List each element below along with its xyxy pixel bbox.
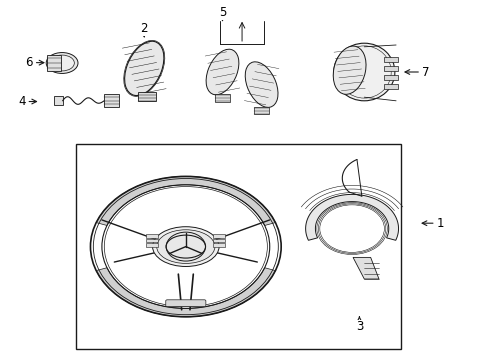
Bar xyxy=(383,57,397,62)
Polygon shape xyxy=(305,194,398,240)
Bar xyxy=(215,94,229,102)
Bar xyxy=(145,234,157,238)
Ellipse shape xyxy=(50,55,74,71)
Text: 4: 4 xyxy=(18,95,37,108)
Ellipse shape xyxy=(46,53,78,73)
FancyBboxPatch shape xyxy=(165,300,205,307)
Bar xyxy=(145,243,157,247)
Polygon shape xyxy=(96,268,275,317)
Bar xyxy=(104,94,119,107)
Ellipse shape xyxy=(124,41,163,95)
Bar xyxy=(383,84,397,89)
Ellipse shape xyxy=(244,62,278,107)
Text: 3: 3 xyxy=(355,317,363,333)
Text: 1: 1 xyxy=(421,217,443,230)
Bar xyxy=(54,96,62,105)
Bar xyxy=(145,239,157,242)
Bar xyxy=(138,92,155,101)
Bar xyxy=(383,75,397,80)
Polygon shape xyxy=(96,176,275,225)
Bar xyxy=(76,144,400,349)
Ellipse shape xyxy=(332,46,366,94)
Text: 5: 5 xyxy=(218,6,226,21)
Ellipse shape xyxy=(152,227,219,266)
Bar xyxy=(213,234,224,238)
Text: 7: 7 xyxy=(404,66,428,78)
Bar xyxy=(254,107,268,114)
Text: 6: 6 xyxy=(25,56,44,69)
Bar xyxy=(213,239,224,242)
Bar xyxy=(47,55,61,71)
Ellipse shape xyxy=(333,43,394,101)
Ellipse shape xyxy=(157,230,215,264)
Bar xyxy=(383,66,397,71)
Ellipse shape xyxy=(205,49,239,95)
Bar xyxy=(213,243,224,247)
Text: 2: 2 xyxy=(140,22,148,37)
Polygon shape xyxy=(352,257,378,279)
